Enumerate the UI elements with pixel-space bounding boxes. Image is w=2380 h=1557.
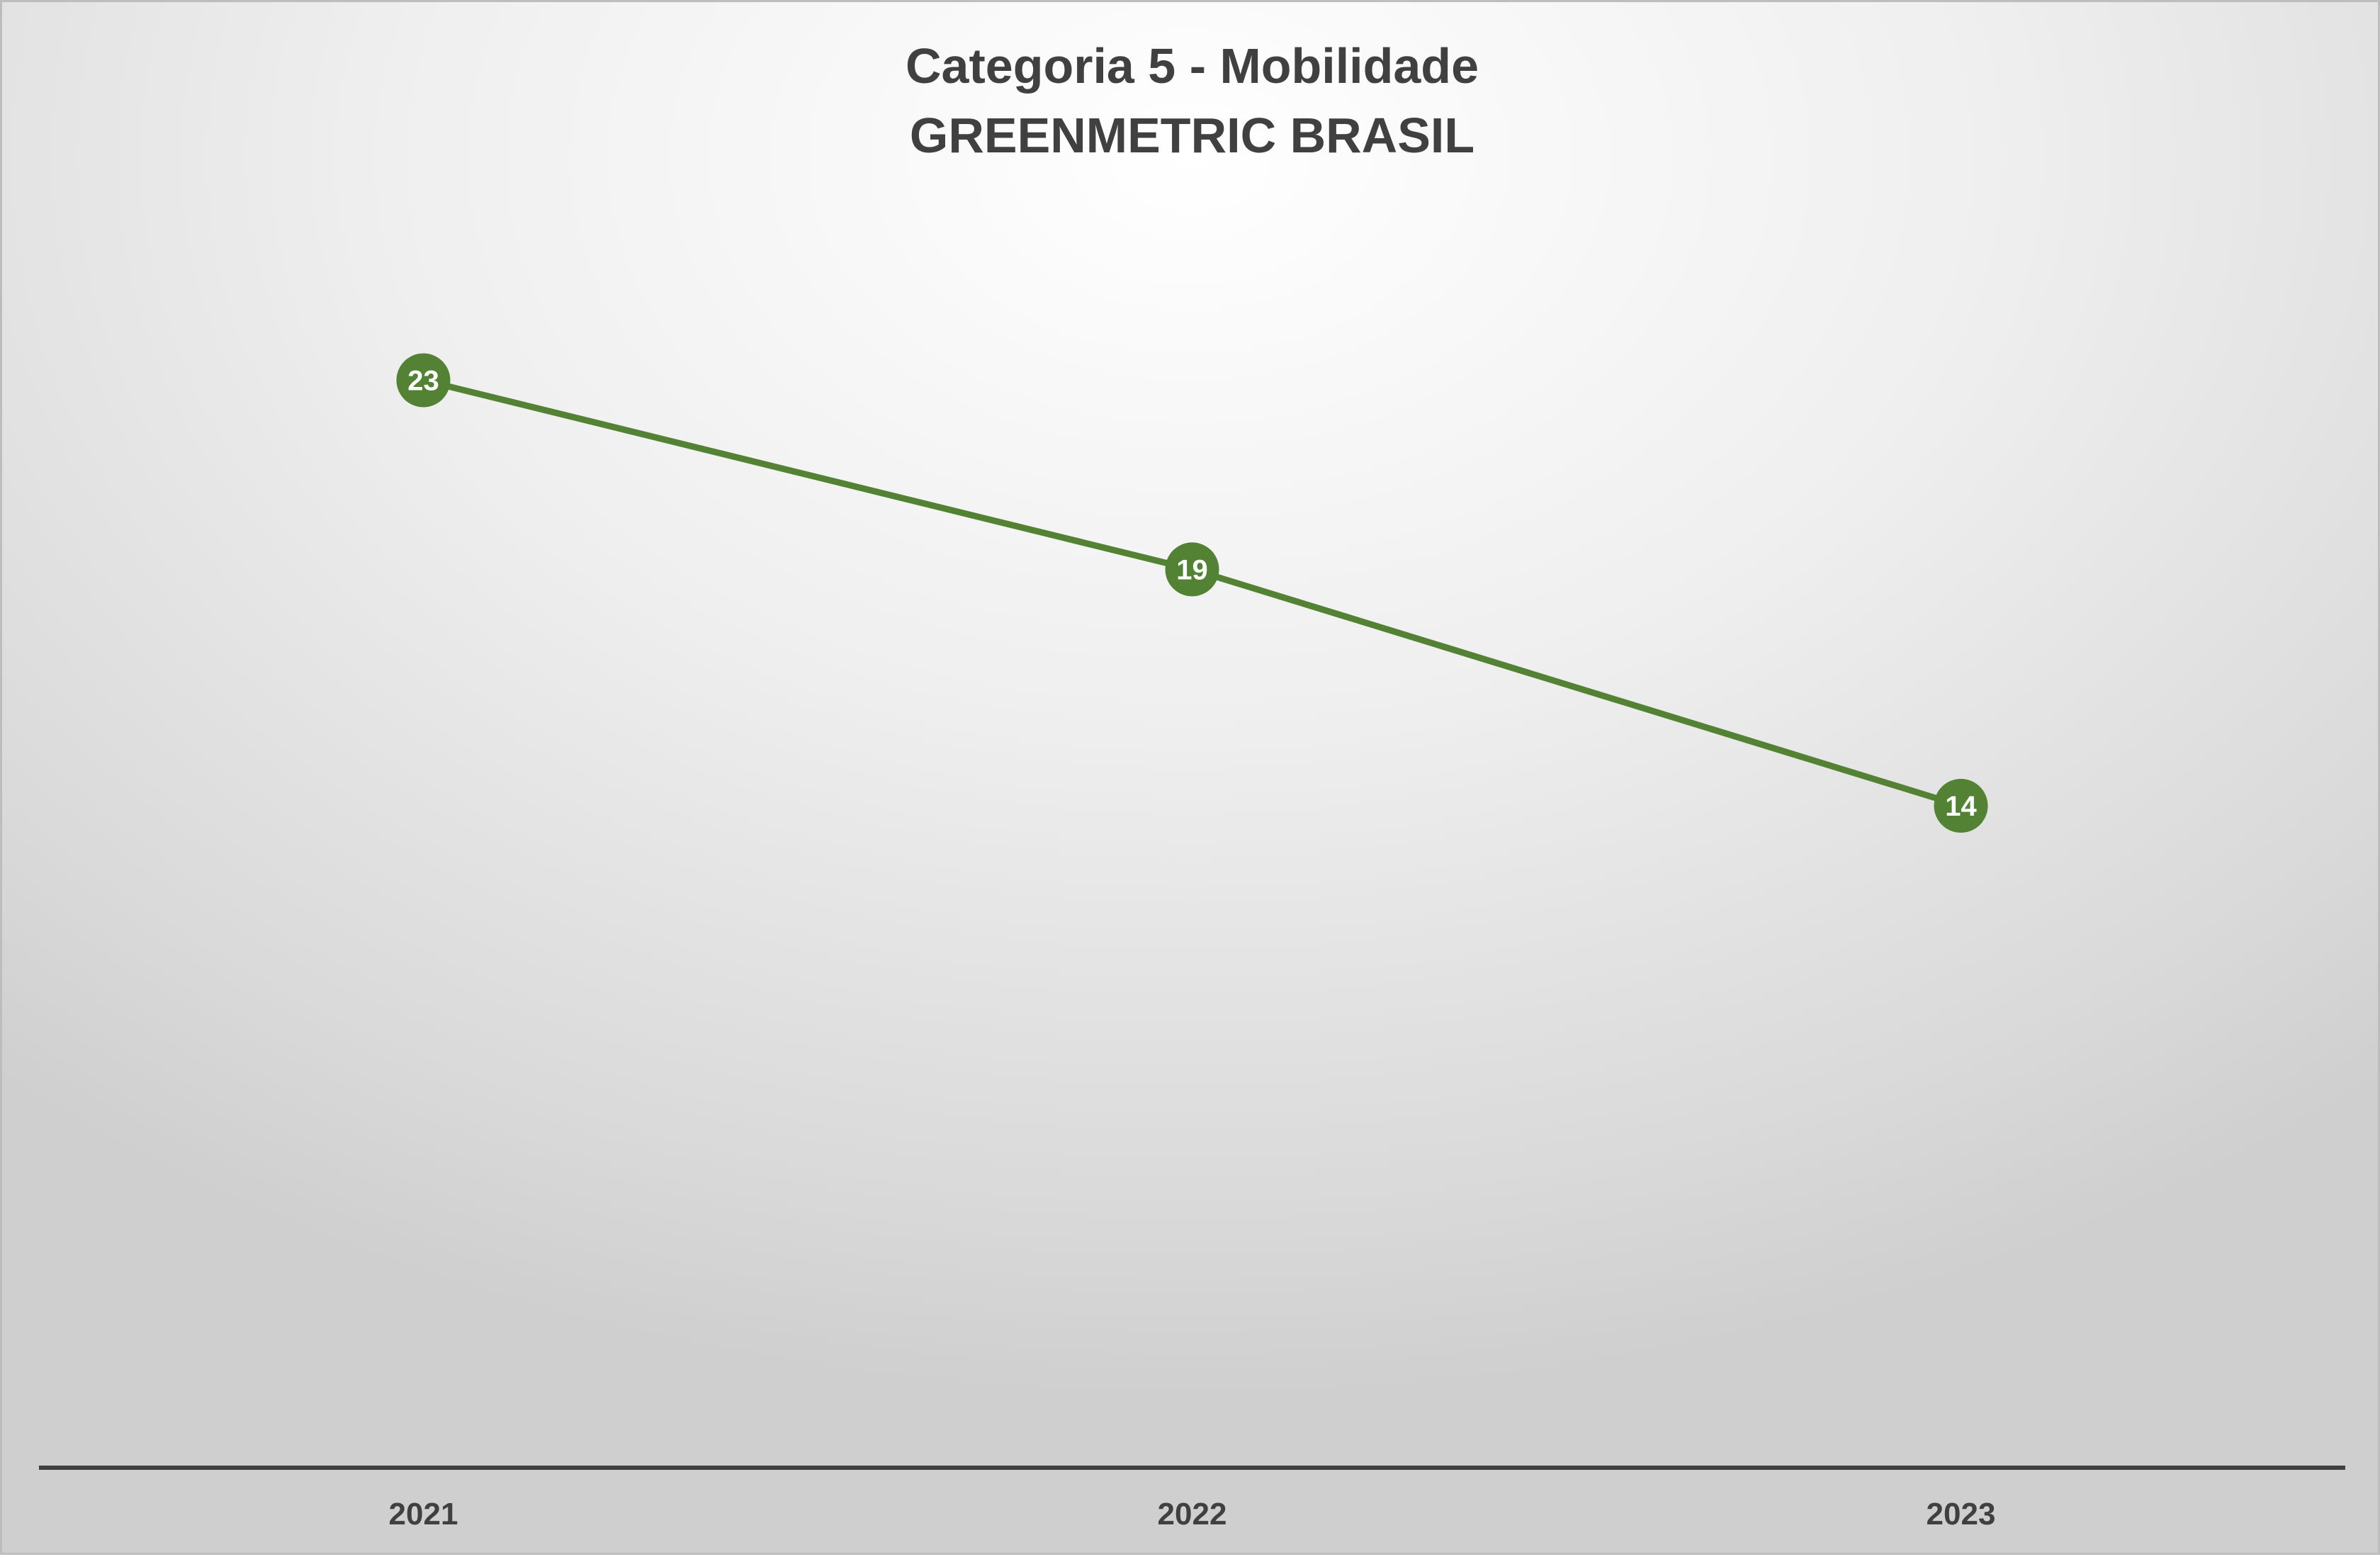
data-point-marker	[396, 353, 451, 407]
data-label: 14	[1945, 791, 1977, 822]
chart-title: Categoria 5 - Mobilidade	[906, 38, 1479, 94]
data-label: 23	[407, 366, 439, 397]
data-label: 19	[1176, 554, 1208, 585]
data-point-marker	[1934, 779, 1988, 833]
x-tick-label: 2021	[389, 1497, 458, 1531]
x-tick-label: 2023	[1927, 1497, 1996, 1531]
x-tick-label: 2022	[1158, 1497, 1227, 1531]
data-points: 23 19 14	[396, 353, 1988, 833]
chart-subtitle: GREENMETRIC BRASIL	[909, 108, 1475, 163]
data-point-marker	[1165, 542, 1219, 597]
x-tick-labels: 2021 2022 2023	[389, 1497, 1996, 1531]
